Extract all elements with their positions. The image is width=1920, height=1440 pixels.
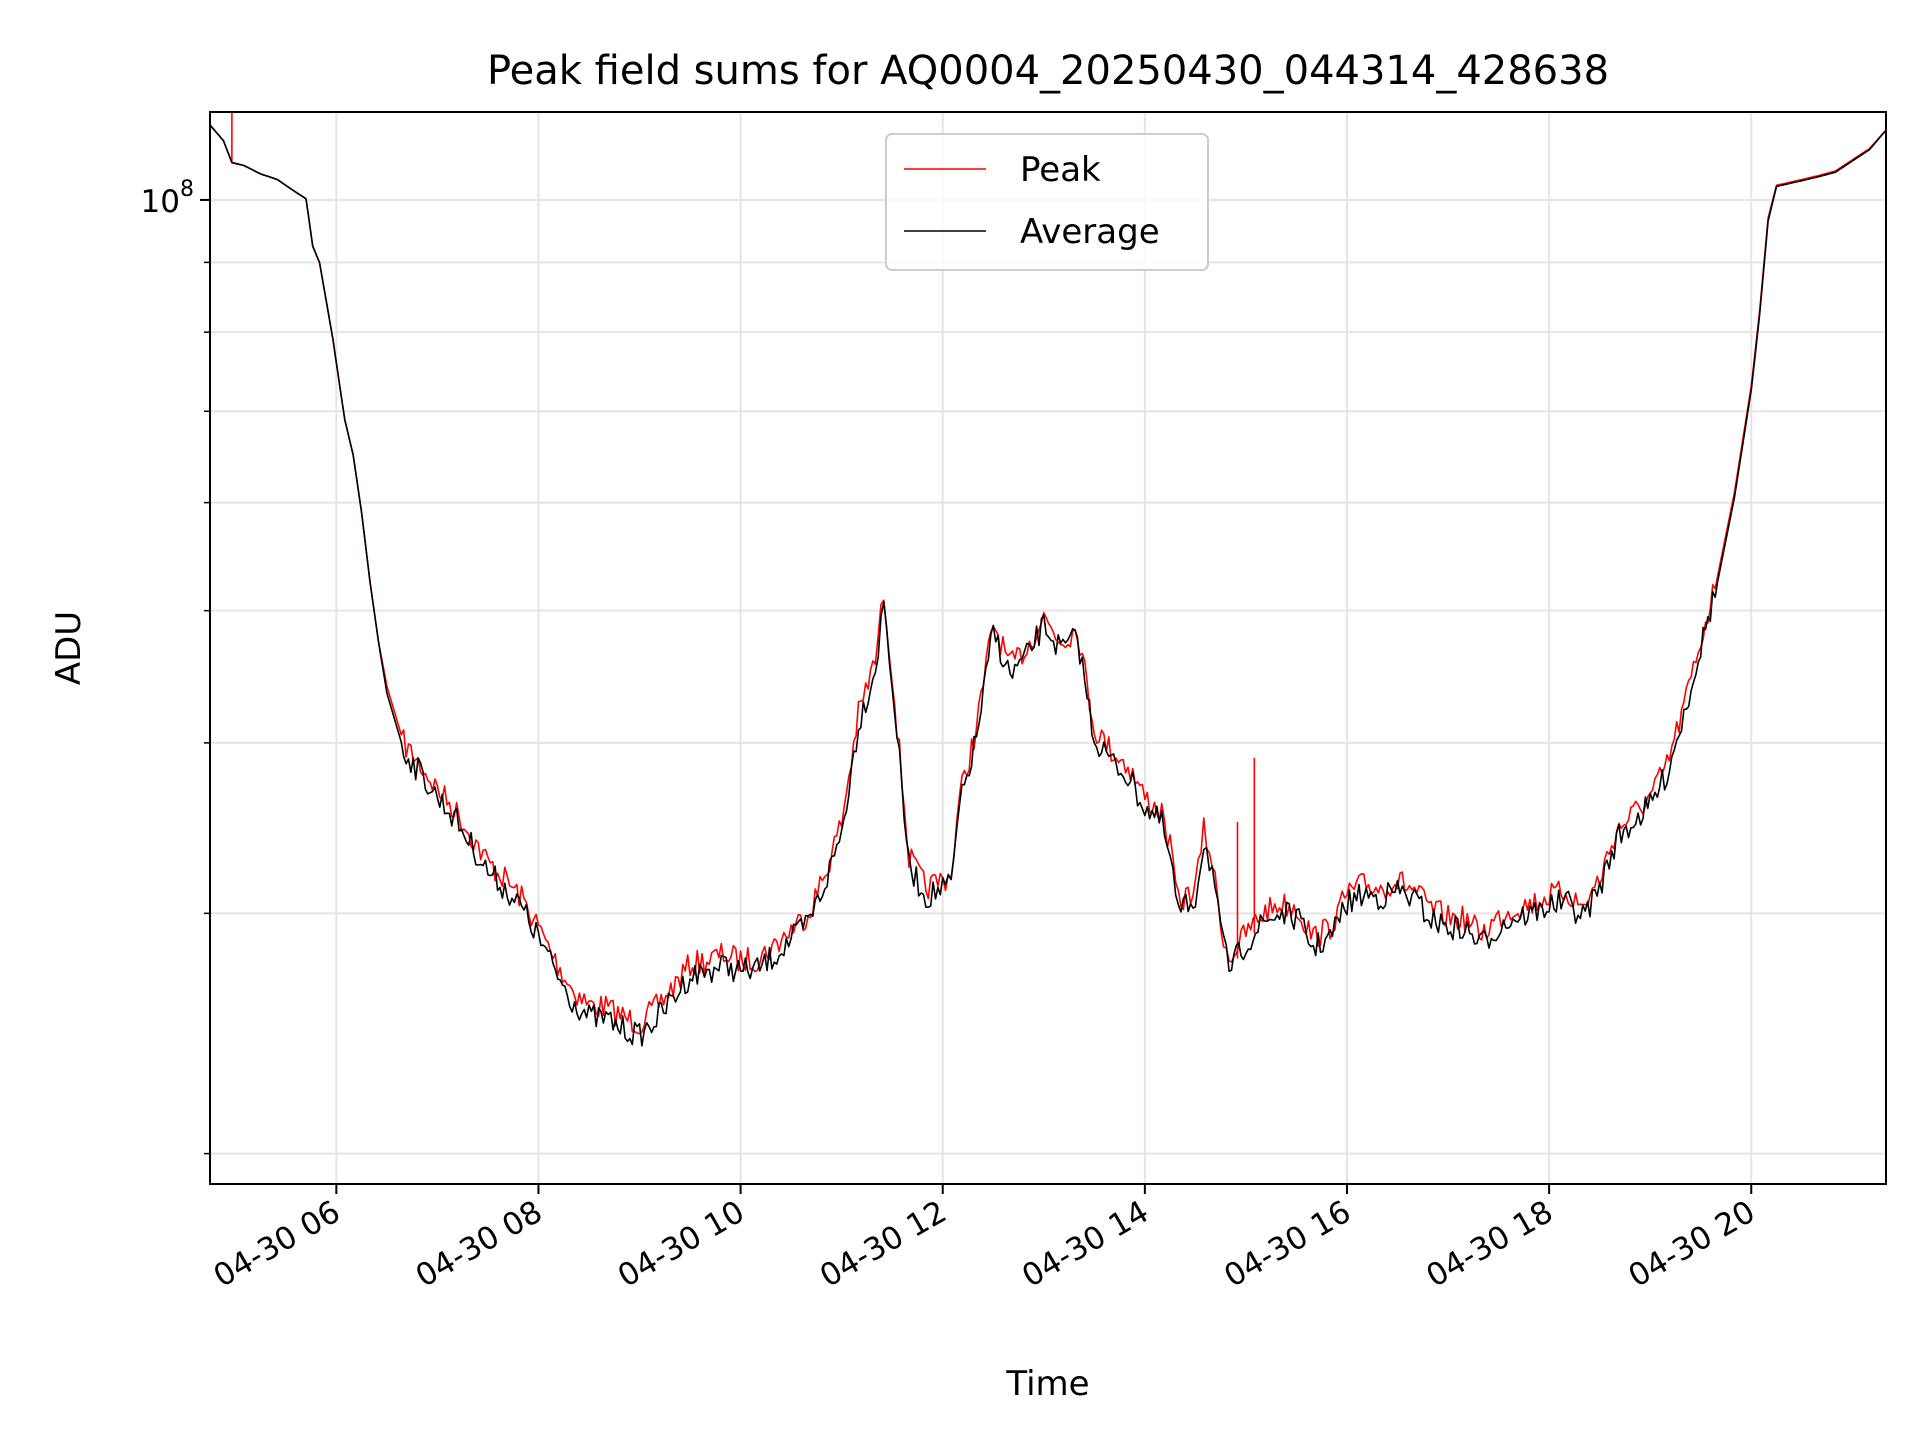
- y-tick-exponent: 8: [180, 177, 194, 202]
- legend-label-average: Average: [1020, 212, 1160, 252]
- y-tick-label: 10: [141, 184, 180, 220]
- grid: [210, 112, 1886, 1184]
- x-axis-label: Time: [1005, 1364, 1089, 1404]
- legend-label-peak: Peak: [1020, 150, 1101, 190]
- legend-box: [885, 133, 1209, 271]
- series-layer: [210, 112, 1886, 1047]
- series-line-average: [210, 124, 1886, 1047]
- series-line-peak: [210, 124, 1886, 1035]
- y-axis-label: ADU: [49, 611, 89, 685]
- chart-title: Peak field sums for AQ0004_20250430_0443…: [487, 48, 1609, 94]
- legend: Peak Average: [885, 133, 1209, 271]
- axes-frame: [209, 111, 1887, 1185]
